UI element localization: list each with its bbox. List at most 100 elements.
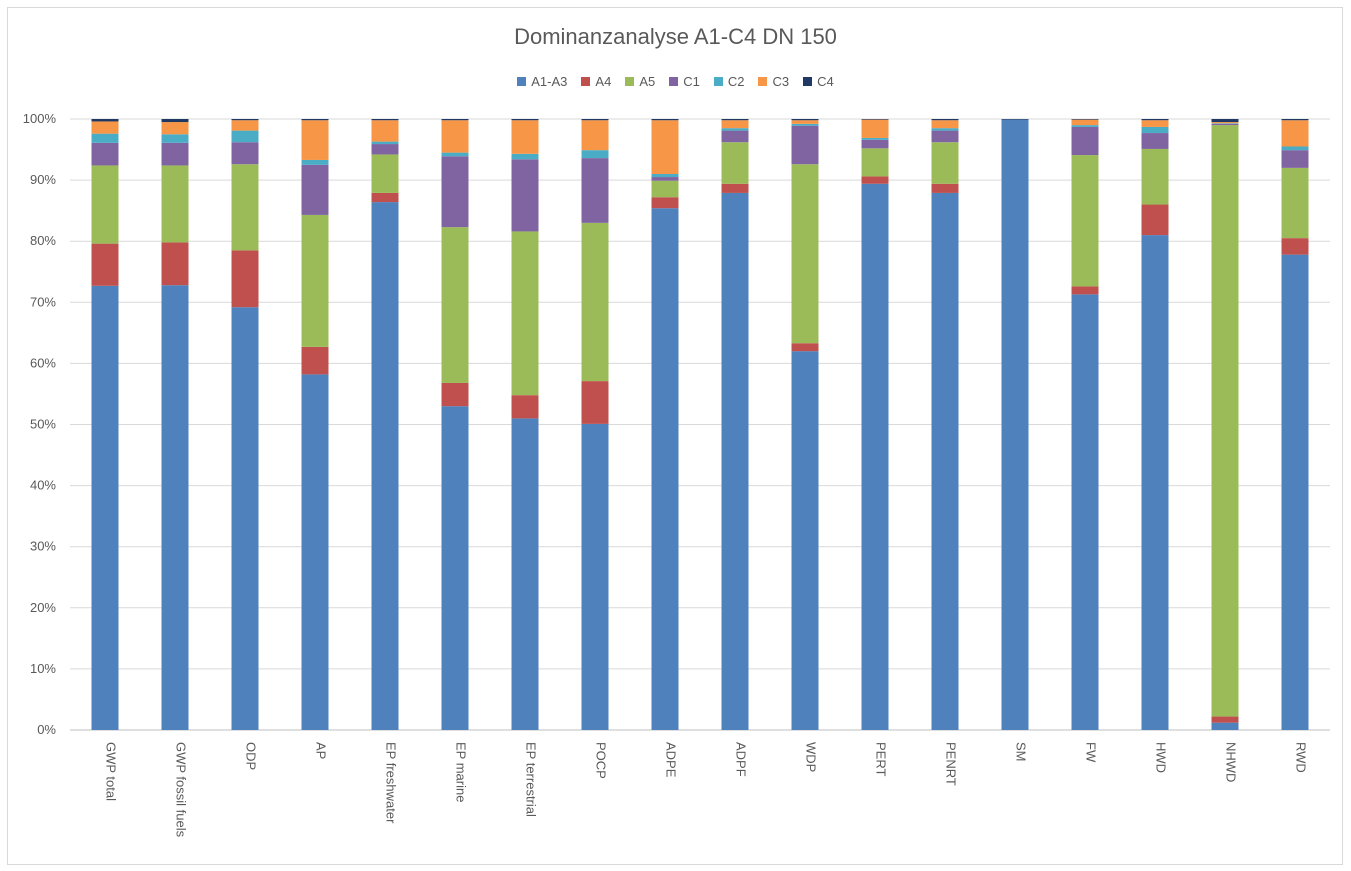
bar-segment [301,214,329,347]
legend-item: C2 [713,74,745,89]
bar-segment [511,231,539,396]
chart-legend: A1-A3 A4 A5 C1 C2 C3 C4 [0,74,1351,89]
bar-segment [161,285,189,730]
bar-segment [161,119,189,123]
y-tick-label: 60% [30,355,56,370]
bar-segment [721,119,749,121]
bar-segment [371,141,399,145]
bar-segment [371,154,399,193]
y-tick-label: 80% [30,233,56,248]
bar-segment [1281,120,1309,147]
y-tick-label: 40% [30,478,56,493]
bar-segment [511,153,539,160]
bar-segment [791,125,819,165]
bar-segment [1211,722,1239,730]
x-tick-label: AP [314,742,329,759]
bar-segment [231,119,259,121]
bar-segment [1141,120,1169,127]
bar-segment [1211,716,1239,723]
legend-item: C3 [758,74,789,89]
bar-segment [1211,122,1239,124]
legend-swatch [669,77,679,86]
bar-segment [581,423,609,730]
bar-segment [231,250,259,308]
x-tick-label: ADPF [734,742,749,777]
bar-segment [861,176,889,184]
bar-segment [1141,133,1169,149]
bar-segment [861,183,889,731]
bar-segment [931,142,959,184]
bar-segment [1281,238,1309,255]
bar-segment [231,307,259,730]
bar-segment [651,197,679,209]
bar-segment [371,202,399,730]
legend-item: A5 [625,74,655,89]
bar-segment [91,133,119,143]
bar-segment [91,243,119,286]
legend-label: A1-A3 [531,74,568,89]
x-tick-label: NHWD [1224,742,1239,782]
y-tick-label: 100% [23,111,57,126]
bar-segment [1281,150,1309,168]
y-tick-label: 70% [30,294,56,309]
bar-segment [791,351,819,730]
legend-swatch [517,77,527,86]
x-tick-label: HWD [1154,742,1169,773]
bar-segment [91,165,119,244]
bar-segment [651,180,679,198]
bar-segment [1071,119,1099,120]
bar-segment [161,122,189,135]
y-tick-label: 50% [30,417,56,432]
bar-segment [231,120,259,131]
bar-segment [1071,119,1099,126]
legend-item: A4 [581,74,611,89]
x-tick-label: ODP [244,742,259,770]
bar-segment [581,381,609,424]
x-tick-label: ADPE [664,742,679,778]
legend-swatch [758,77,768,86]
bar-segment [721,128,749,131]
bar-segment [861,139,889,149]
bar-segment [301,374,329,730]
x-axis: GWP total GWP fossil fuels ODP AP EP freshwa… [104,742,1309,838]
bar-segment [1141,119,1169,121]
bar-segment [931,183,959,193]
bar-segment [371,120,399,142]
bar-segment [511,119,539,121]
bar-segment [441,227,469,383]
bar-segment [161,165,189,243]
bar-segment [1071,126,1099,156]
bar-segment [581,158,609,223]
y-tick-label: 30% [30,539,56,554]
bar-segment [791,123,819,126]
bar-segment [301,164,329,215]
bar-segment [371,192,399,203]
bar-segment [1281,254,1309,730]
bar-segment [1211,119,1239,123]
bar-segment [301,119,329,121]
bar-segment [721,142,749,184]
bar-segment [791,120,819,124]
x-tick-label: POCP [594,742,609,779]
legend-label: C2 [727,74,745,89]
bar-segment [1141,235,1169,730]
bar-segment [651,120,679,174]
bar-segment [161,242,189,286]
bar-segment [1211,125,1239,717]
bar-segment [231,130,259,143]
legend-label: A4 [595,74,612,89]
bar-segment [91,285,119,730]
x-tick-label: EP terrestrial [524,742,539,817]
bar-segment [861,119,889,138]
bar-segment [861,119,889,120]
bar-segment [301,120,329,160]
x-tick-label: PERT [874,742,889,776]
bar-segment [301,159,329,165]
bar-segment [931,192,959,730]
bar-segment [441,406,469,730]
legend-item: C4 [803,74,834,89]
bar-segment [721,183,749,193]
y-tick-label: 20% [30,600,56,615]
bar-segment [1001,119,1029,120]
